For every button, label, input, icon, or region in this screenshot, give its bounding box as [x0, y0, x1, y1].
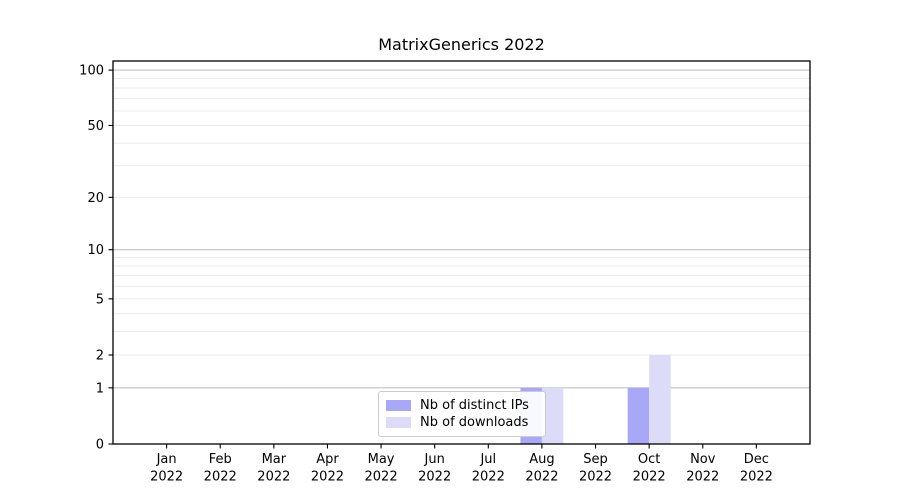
legend-label-distinct-ips: Nb of distinct IPs [420, 398, 529, 413]
legend-item-distinct-ips: Nb of distinct IPs [386, 397, 537, 414]
x-tick-label: Jul 2022 [472, 452, 505, 485]
legend: Nb of distinct IPs Nb of downloads [378, 391, 546, 437]
x-tick-label: Sep 2022 [579, 452, 612, 485]
legend-swatch-downloads [386, 417, 411, 428]
x-tick-label: Nov 2022 [686, 452, 719, 485]
legend-swatch-distinct-ips [386, 400, 411, 411]
x-tick-label: Mar 2022 [257, 452, 290, 485]
y-tick-label: 5 [96, 292, 104, 307]
x-tick-label: Jun 2022 [418, 452, 451, 485]
plot-border [112, 60, 811, 445]
bar-nb-of-downloads-aug [541, 387, 564, 444]
x-tick-label: Aug 2022 [525, 452, 558, 485]
y-tick-label: 2 [96, 348, 104, 363]
y-tick-label: 20 [87, 191, 104, 206]
bar-nb-of-downloads-oct [649, 354, 671, 444]
y-tick-label: 10 [87, 243, 104, 258]
y-tick-label: 1 [96, 381, 104, 396]
y-tick-label: 100 [79, 64, 104, 79]
x-tick-label: May 2022 [365, 452, 398, 485]
legend-item-downloads: Nb of downloads [386, 414, 537, 431]
x-tick-label: Feb 2022 [204, 452, 237, 485]
x-tick-label: Apr 2022 [311, 452, 344, 485]
bar-nb-of-distinct-ips-oct [627, 387, 650, 444]
y-tick-label: 50 [87, 119, 104, 134]
chart-title: MatrixGenerics 2022 [378, 35, 545, 54]
x-tick-label: Dec 2022 [740, 452, 773, 485]
x-tick-label: Oct 2022 [633, 452, 666, 485]
y-tick-label: 0 [96, 438, 104, 453]
legend-label-downloads: Nb of downloads [420, 415, 529, 430]
x-tick-label: Jan 2022 [150, 452, 183, 485]
